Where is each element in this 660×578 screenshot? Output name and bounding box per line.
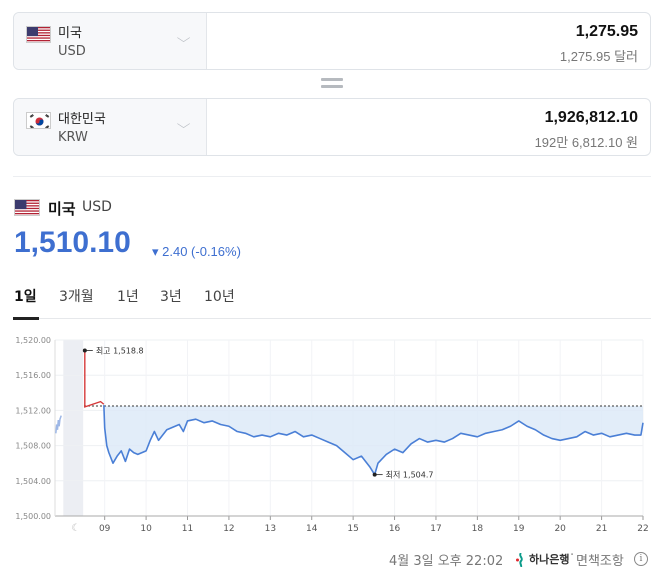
low-label: 최저 1,504.7 bbox=[386, 470, 434, 480]
from-amount-input[interactable] bbox=[238, 23, 638, 41]
x-tick-label: 13 bbox=[265, 524, 276, 534]
hana-bank-logo bbox=[515, 552, 527, 568]
y-tick-label: 1,504.00 bbox=[15, 477, 51, 486]
chevron-down-icon: ⌵ bbox=[176, 117, 191, 131]
x-tick-label: 16 bbox=[389, 524, 401, 534]
tab-1-day[interactable]: 1일 bbox=[14, 289, 37, 305]
x-tick-label: 17 bbox=[430, 524, 441, 534]
pre-market-line bbox=[55, 415, 62, 434]
rate-change: ▾ 2.40 (-0.16%) bbox=[152, 244, 241, 259]
y-tick-label: 1,500.00 bbox=[15, 512, 51, 521]
pre-market-band bbox=[63, 340, 84, 516]
section-divider bbox=[13, 176, 651, 177]
rate-country-name: 미국 bbox=[48, 200, 76, 218]
from-amount-words: 1,275.95 달러 bbox=[559, 49, 638, 64]
info-icon[interactable]: i bbox=[634, 552, 648, 566]
tabs-baseline bbox=[13, 318, 651, 319]
chevron-down-icon: ⌵ bbox=[176, 31, 191, 45]
x-tick-label: 19 bbox=[513, 524, 525, 534]
x-tick-label: 11 bbox=[182, 524, 193, 534]
from-currency-code: USD bbox=[58, 44, 86, 59]
to-currency-select[interactable]: 대한민국 KRW ⌵ bbox=[14, 99, 207, 155]
disclaimer-link[interactable]: 면책조항 bbox=[576, 554, 624, 569]
to-amount-input[interactable] bbox=[238, 109, 638, 127]
converter-from: 미국 USD ⌵ 1,275.95 달러 bbox=[13, 12, 651, 70]
y-tick-label: 1,520.00 bbox=[15, 336, 51, 345]
x-tick-label: 20 bbox=[554, 524, 566, 534]
footer-separator: · bbox=[570, 548, 575, 563]
x-tick-label: 09 bbox=[99, 524, 111, 534]
to-currency-code: KRW bbox=[58, 130, 88, 145]
x-tick-label: 18 bbox=[472, 524, 484, 534]
update-timestamp: 4월 3일 오후 22:02 bbox=[389, 554, 504, 569]
us-flag-icon bbox=[14, 199, 40, 216]
kr-flag-icon bbox=[26, 112, 51, 129]
opening-spike-line bbox=[84, 350, 105, 408]
x-tick-label: 10 bbox=[140, 524, 152, 534]
x-tick-label: 21 bbox=[596, 524, 607, 534]
exchange-rate-value: 1,510.10 bbox=[14, 226, 131, 259]
us-flag-icon bbox=[26, 26, 51, 43]
converter-to: 대한민국 KRW ⌵ 192만 6,812.10 원 bbox=[13, 98, 651, 156]
high-label: 최고 1,518.8 bbox=[96, 346, 144, 356]
equals-icon bbox=[321, 78, 343, 89]
area-fill bbox=[103, 405, 644, 475]
tab-1-year[interactable]: 1년 bbox=[117, 289, 139, 305]
from-currency-select[interactable]: 미국 USD ⌵ bbox=[14, 13, 207, 69]
x-tick-label: 22 bbox=[637, 524, 648, 534]
rate-line bbox=[103, 405, 644, 476]
to-amount-words: 192만 6,812.10 원 bbox=[534, 135, 638, 150]
y-tick-label: 1,516.00 bbox=[15, 371, 51, 380]
active-tab-indicator bbox=[13, 317, 39, 320]
tab-10-years[interactable]: 10년 bbox=[204, 289, 235, 305]
from-currency-name: 미국 bbox=[58, 26, 82, 41]
rate-currency-code: USD bbox=[82, 199, 112, 215]
x-tick-label: 15 bbox=[347, 524, 358, 534]
to-currency-name: 대한민국 bbox=[58, 112, 106, 127]
moon-icon: ☾ bbox=[71, 523, 80, 534]
tab-3-years[interactable]: 3년 bbox=[160, 289, 182, 305]
y-tick-label: 1,508.00 bbox=[15, 442, 51, 451]
tab-3-months[interactable]: 3개월 bbox=[59, 289, 94, 305]
x-tick-label: 14 bbox=[306, 524, 318, 534]
bank-name: 하나은행 bbox=[529, 553, 570, 566]
y-tick-label: 1,512.00 bbox=[15, 406, 51, 415]
x-tick-label: 12 bbox=[223, 524, 234, 534]
rate-chart[interactable]: 1,500.00 1,504.00 1,508.00 1,512.00 1,516.00… bbox=[0, 330, 660, 540]
